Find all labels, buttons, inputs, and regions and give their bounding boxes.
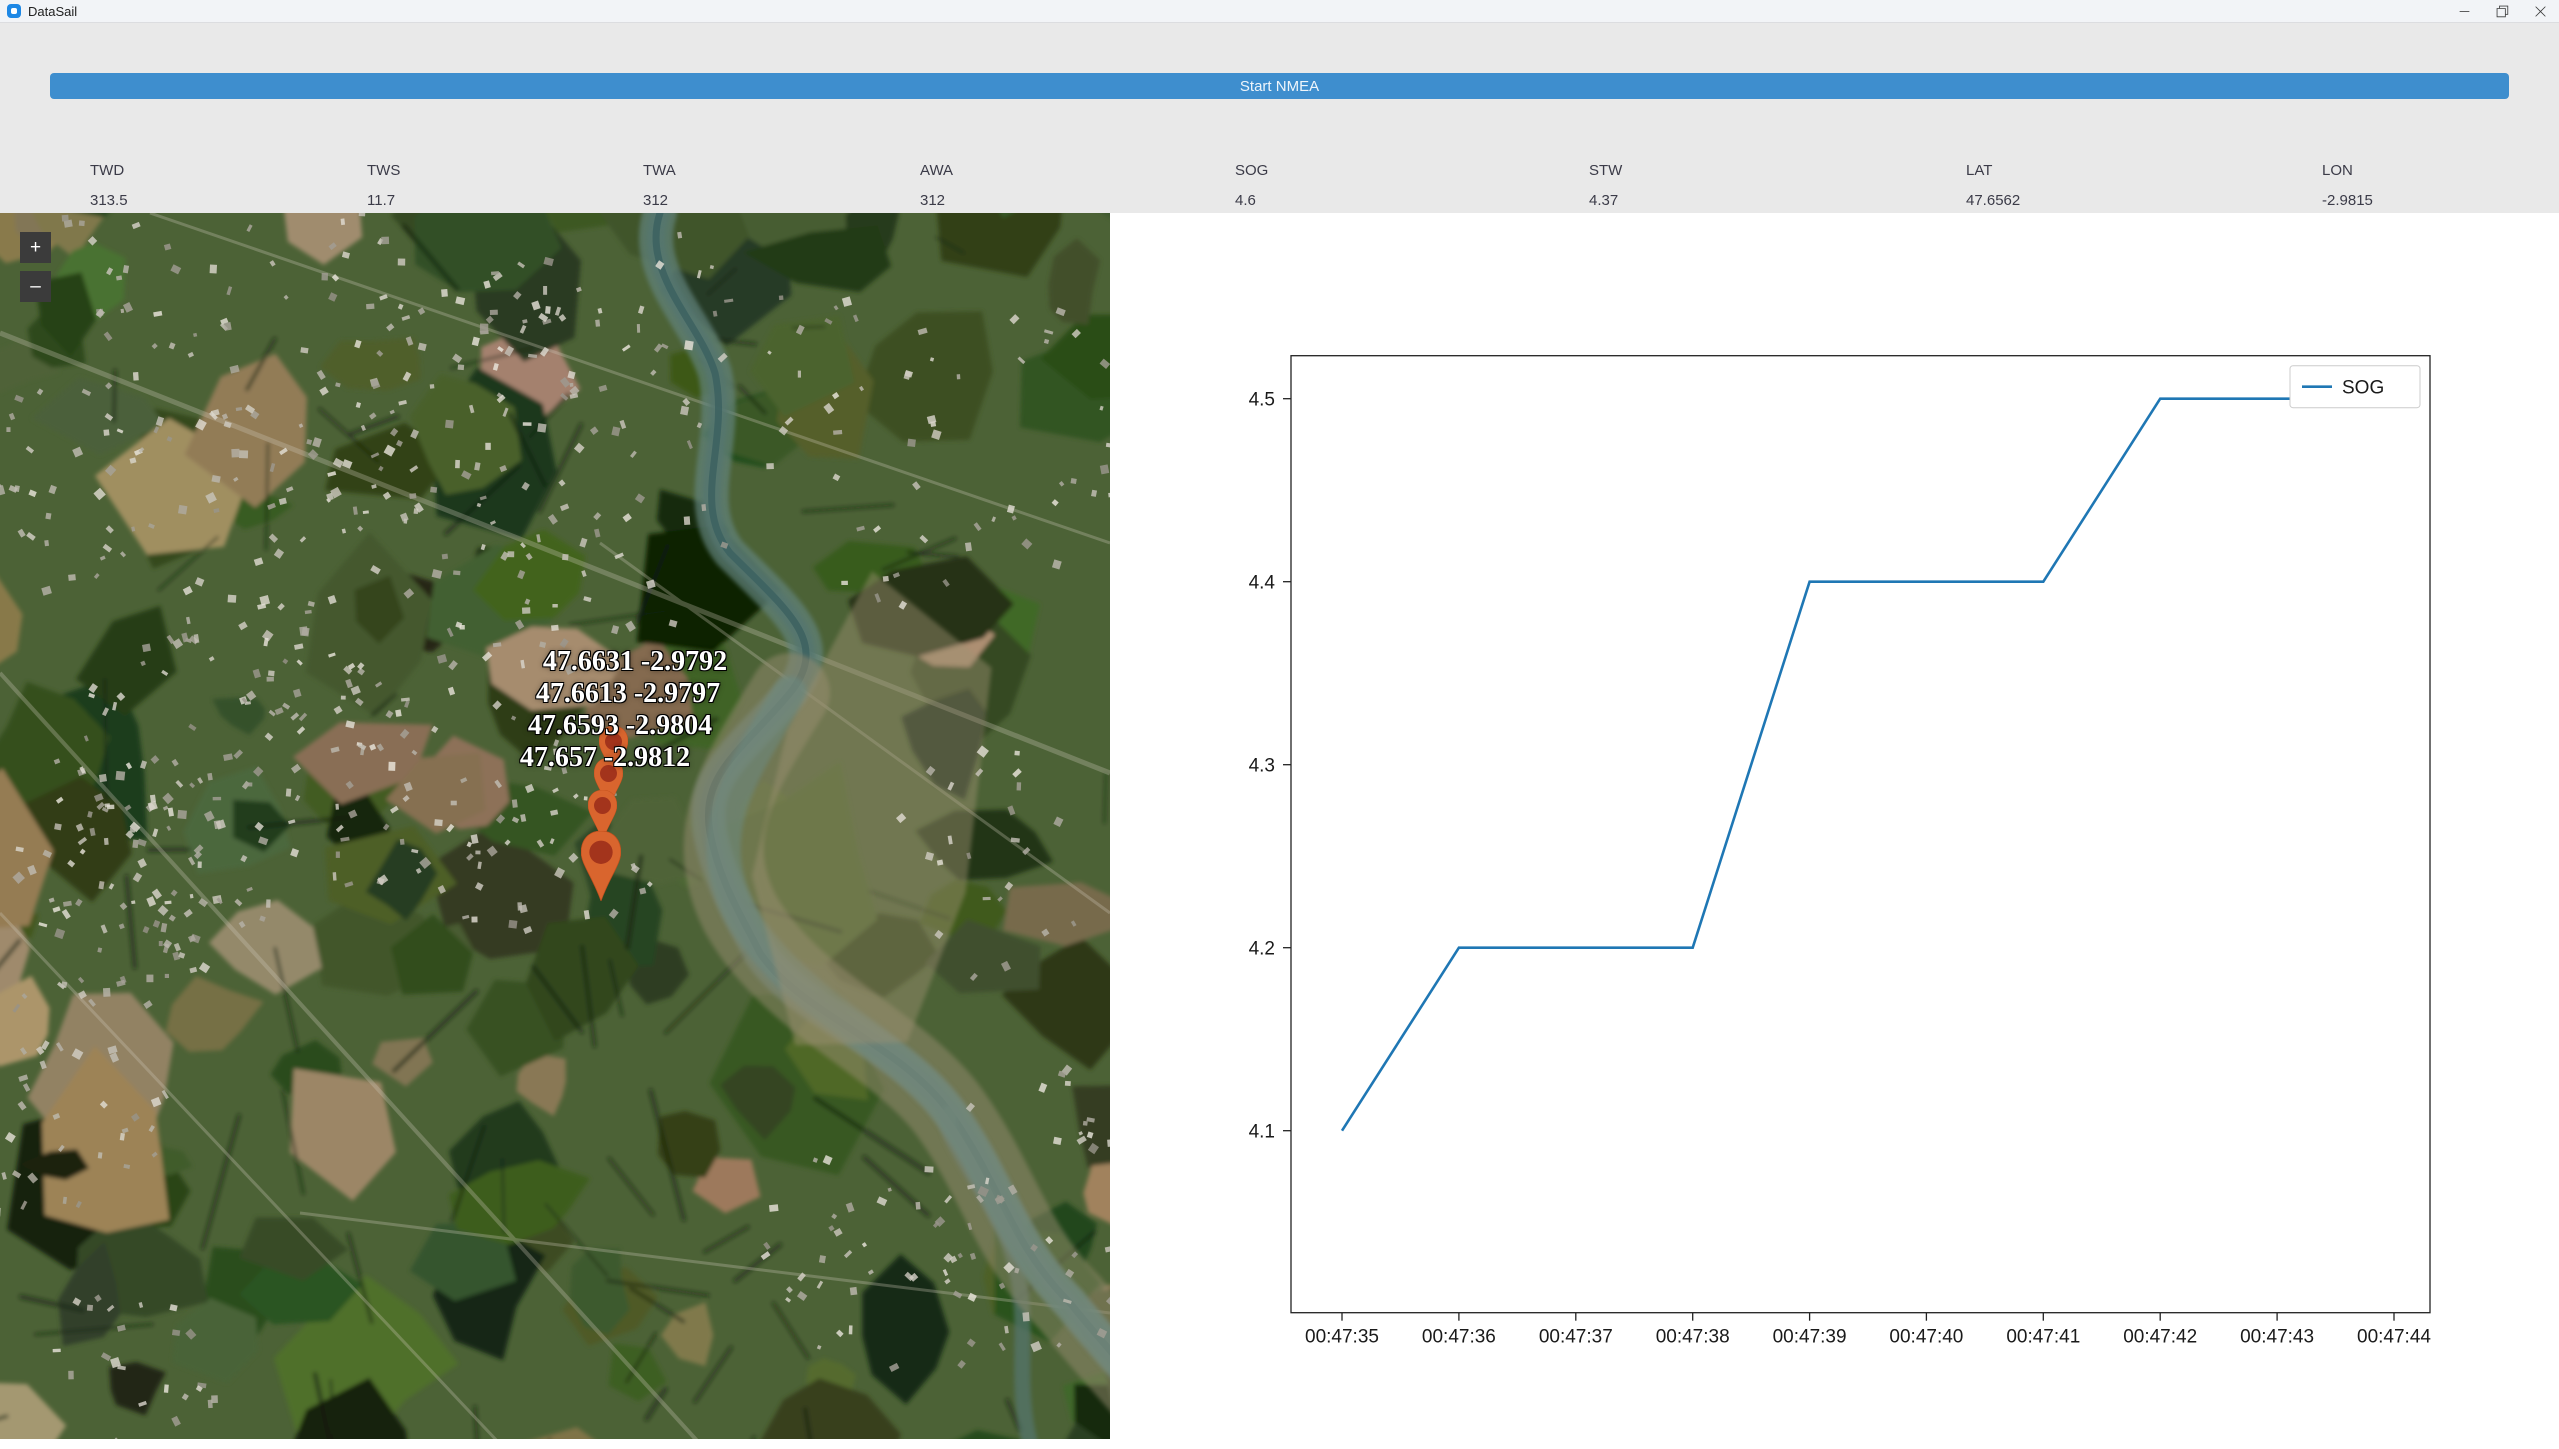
svg-text:00:47:35: 00:47:35 [1305, 1327, 1379, 1348]
svg-text:00:47:37: 00:47:37 [1539, 1327, 1613, 1348]
svg-text:00:47:41: 00:47:41 [2006, 1327, 2080, 1348]
svg-text:00:47:36: 00:47:36 [1422, 1327, 1496, 1348]
svg-text:00:47:43: 00:47:43 [2240, 1327, 2314, 1348]
svg-text:00:47:44: 00:47:44 [2357, 1327, 2431, 1348]
svg-text:00:47:39: 00:47:39 [1773, 1327, 1847, 1348]
svg-text:4.4: 4.4 [1249, 573, 1276, 594]
svg-text:00:47:38: 00:47:38 [1656, 1327, 1730, 1348]
svg-text:4.3: 4.3 [1249, 756, 1275, 777]
svg-text:SOG: SOG [2342, 378, 2384, 399]
svg-text:00:47:40: 00:47:40 [1889, 1327, 1963, 1348]
svg-text:4.2: 4.2 [1249, 939, 1275, 960]
svg-text:4.5: 4.5 [1249, 390, 1275, 411]
svg-text:00:47:42: 00:47:42 [2123, 1327, 2197, 1348]
svg-text:4.1: 4.1 [1249, 1122, 1275, 1143]
